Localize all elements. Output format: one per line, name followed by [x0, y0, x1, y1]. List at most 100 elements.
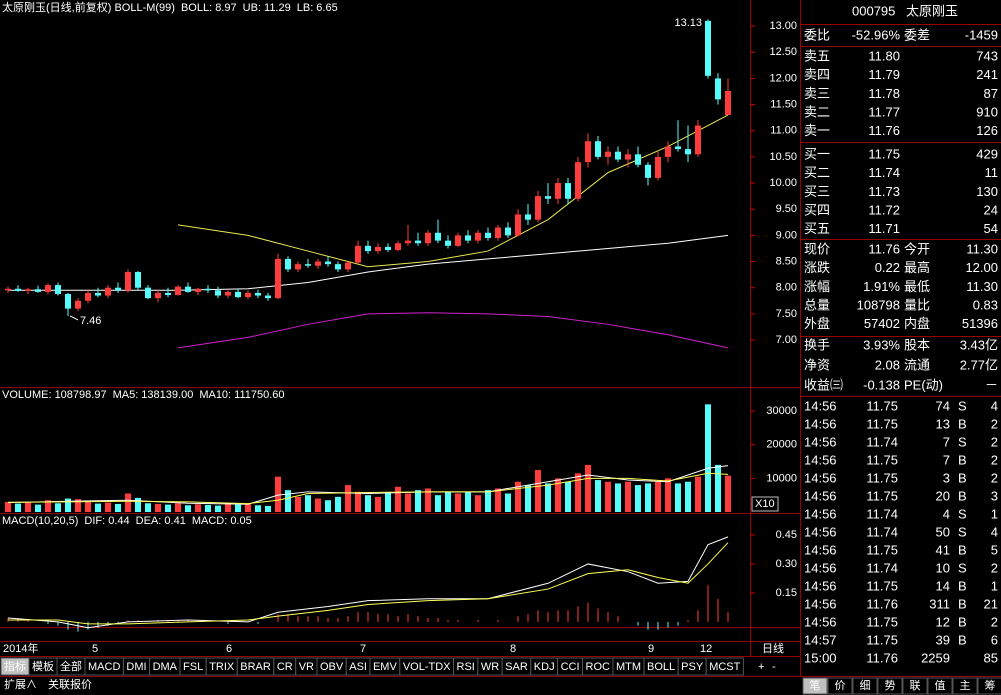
bottom-tab[interactable]: 扩展∧: [4, 677, 37, 691]
boll-label: BOLL: 8.97: [181, 2, 237, 14]
panel-tab-label[interactable]: 细: [860, 679, 871, 692]
panel-tab[interactable]: [827, 677, 853, 695]
indicator-tab-label[interactable]: KDJ: [534, 661, 555, 673]
y-tick-label: 10000: [766, 472, 797, 484]
panel-tab-label[interactable]: 笔: [810, 678, 821, 692]
book-price: 11.71: [868, 221, 900, 236]
candle-body: [75, 300, 81, 309]
trade-count: 2: [991, 560, 998, 575]
row-value: 11.30: [966, 279, 998, 294]
indicator-tab-label[interactable]: VOL-TDX: [403, 661, 451, 673]
panel-tab[interactable]: [852, 677, 878, 695]
indicator-tab-label[interactable]: MACD: [88, 661, 120, 673]
candle-body: [135, 272, 141, 288]
panel-tab[interactable]: [927, 677, 953, 695]
trade-volume: 2259: [921, 650, 950, 665]
indicator-tab[interactable]: [705, 657, 744, 676]
indicator-tab-label[interactable]: EMV: [373, 661, 398, 673]
indicator-tab-label[interactable]: SAR: [505, 661, 528, 673]
trade-price: 11.76: [866, 650, 898, 665]
indicator-tab-label[interactable]: DMA: [153, 661, 178, 673]
trade-count: 85: [984, 650, 998, 665]
indicator-tab-label[interactable]: OBV: [320, 661, 344, 673]
indicator-tab-label[interactable]: 全部: [60, 659, 82, 673]
panel-tab-label[interactable]: 联: [910, 679, 921, 692]
candle-body: [255, 292, 261, 296]
trade-price: 11.75: [866, 542, 898, 557]
volume-bar: [25, 502, 31, 512]
indicator-tab-label[interactable]: BRAR: [240, 661, 271, 673]
trade-side: B: [958, 416, 967, 431]
row-label: 最低: [904, 279, 930, 294]
indicator-tab-label[interactable]: PSY: [681, 661, 704, 673]
book-volume: 910: [976, 105, 998, 120]
panel-tab-label[interactable]: 主: [960, 679, 971, 692]
period-label: 日线: [762, 641, 784, 655]
indicator-tab-label[interactable]: CCI: [561, 661, 580, 673]
indicator-tab-label[interactable]: DMI: [126, 661, 146, 673]
volume-bar: [215, 505, 221, 512]
indicator-tab-label[interactable]: 指标: [4, 659, 26, 673]
trade-side: B: [958, 542, 967, 557]
panel-tab-label[interactable]: 势: [885, 679, 896, 692]
indicator-tab-label[interactable]: MTM: [616, 661, 641, 673]
panel-tab-label[interactable]: 值: [935, 679, 946, 692]
volume-bar: [485, 490, 491, 512]
volume-bar: [645, 483, 651, 512]
volume-bar: [85, 501, 91, 512]
trade-side: S: [958, 506, 967, 521]
indicator-tab-label[interactable]: TRIX: [209, 661, 235, 673]
trade-time: 14:56: [804, 398, 837, 413]
book-price: 11.74: [868, 165, 900, 180]
row-value: 3.43亿: [960, 337, 998, 352]
row-label: 最高: [904, 260, 930, 275]
indicator-tab-label[interactable]: VR: [299, 661, 314, 673]
trade-count: 6: [991, 632, 998, 647]
trade-count: 1: [991, 578, 998, 593]
y-tick-label: 10.00: [769, 177, 797, 189]
volume-bar: [45, 500, 51, 512]
indicator-tab-label[interactable]: CR: [277, 661, 293, 673]
indicator-tab-label[interactable]: BOLL: [647, 661, 675, 673]
candle-body: [375, 246, 381, 252]
volume-bar: [715, 464, 721, 512]
x-date-label: 9: [648, 643, 654, 655]
panel-tab[interactable]: [802, 677, 828, 695]
x-date-label: 12: [700, 643, 712, 655]
candle-body: [485, 232, 491, 238]
bottom-tab[interactable]: 关联报价: [48, 677, 92, 691]
trade-side: S: [958, 560, 967, 575]
candle-body: [125, 272, 131, 291]
stock-name: 太原刚玉: [906, 3, 958, 18]
panel-tab[interactable]: [902, 677, 928, 695]
toolbar-button[interactable]: -: [772, 661, 776, 673]
volume-bar: [405, 493, 411, 512]
candle-body: [245, 292, 251, 298]
row-label: 涨幅: [804, 279, 830, 294]
panel-tab[interactable]: [877, 677, 903, 695]
indicator-tab-label[interactable]: ROC: [586, 661, 611, 673]
volume-bar: [245, 503, 251, 512]
panel-tab[interactable]: [977, 677, 1001, 695]
ub-label: UB: 11.29: [243, 2, 291, 14]
panel-tab-label[interactable]: 价: [835, 679, 846, 692]
volume-bar: [435, 495, 441, 512]
trade-price: 11.75: [866, 614, 898, 629]
x-date-label: 7: [360, 643, 366, 655]
volume-bar: [635, 485, 641, 512]
indicator-tab-label[interactable]: RSI: [457, 661, 475, 673]
indicator-tab-label[interactable]: ASI: [349, 661, 367, 673]
indicator-tab-label[interactable]: 模板: [32, 659, 54, 673]
candle-body: [235, 291, 241, 298]
trade-volume: 7: [943, 434, 950, 449]
y-tick-label: 7.00: [776, 334, 797, 346]
indicator-tab-label[interactable]: WR: [481, 661, 499, 673]
trade-count: 2: [991, 470, 998, 485]
panel-tab-label[interactable]: 筹: [985, 678, 996, 692]
indicator-tab-label[interactable]: FSL: [183, 661, 203, 673]
volume-bar: [585, 464, 591, 512]
indicator-tab-label[interactable]: MCST: [709, 661, 740, 673]
panel-tab[interactable]: [952, 677, 978, 695]
toolbar-button[interactable]: +: [758, 661, 764, 673]
